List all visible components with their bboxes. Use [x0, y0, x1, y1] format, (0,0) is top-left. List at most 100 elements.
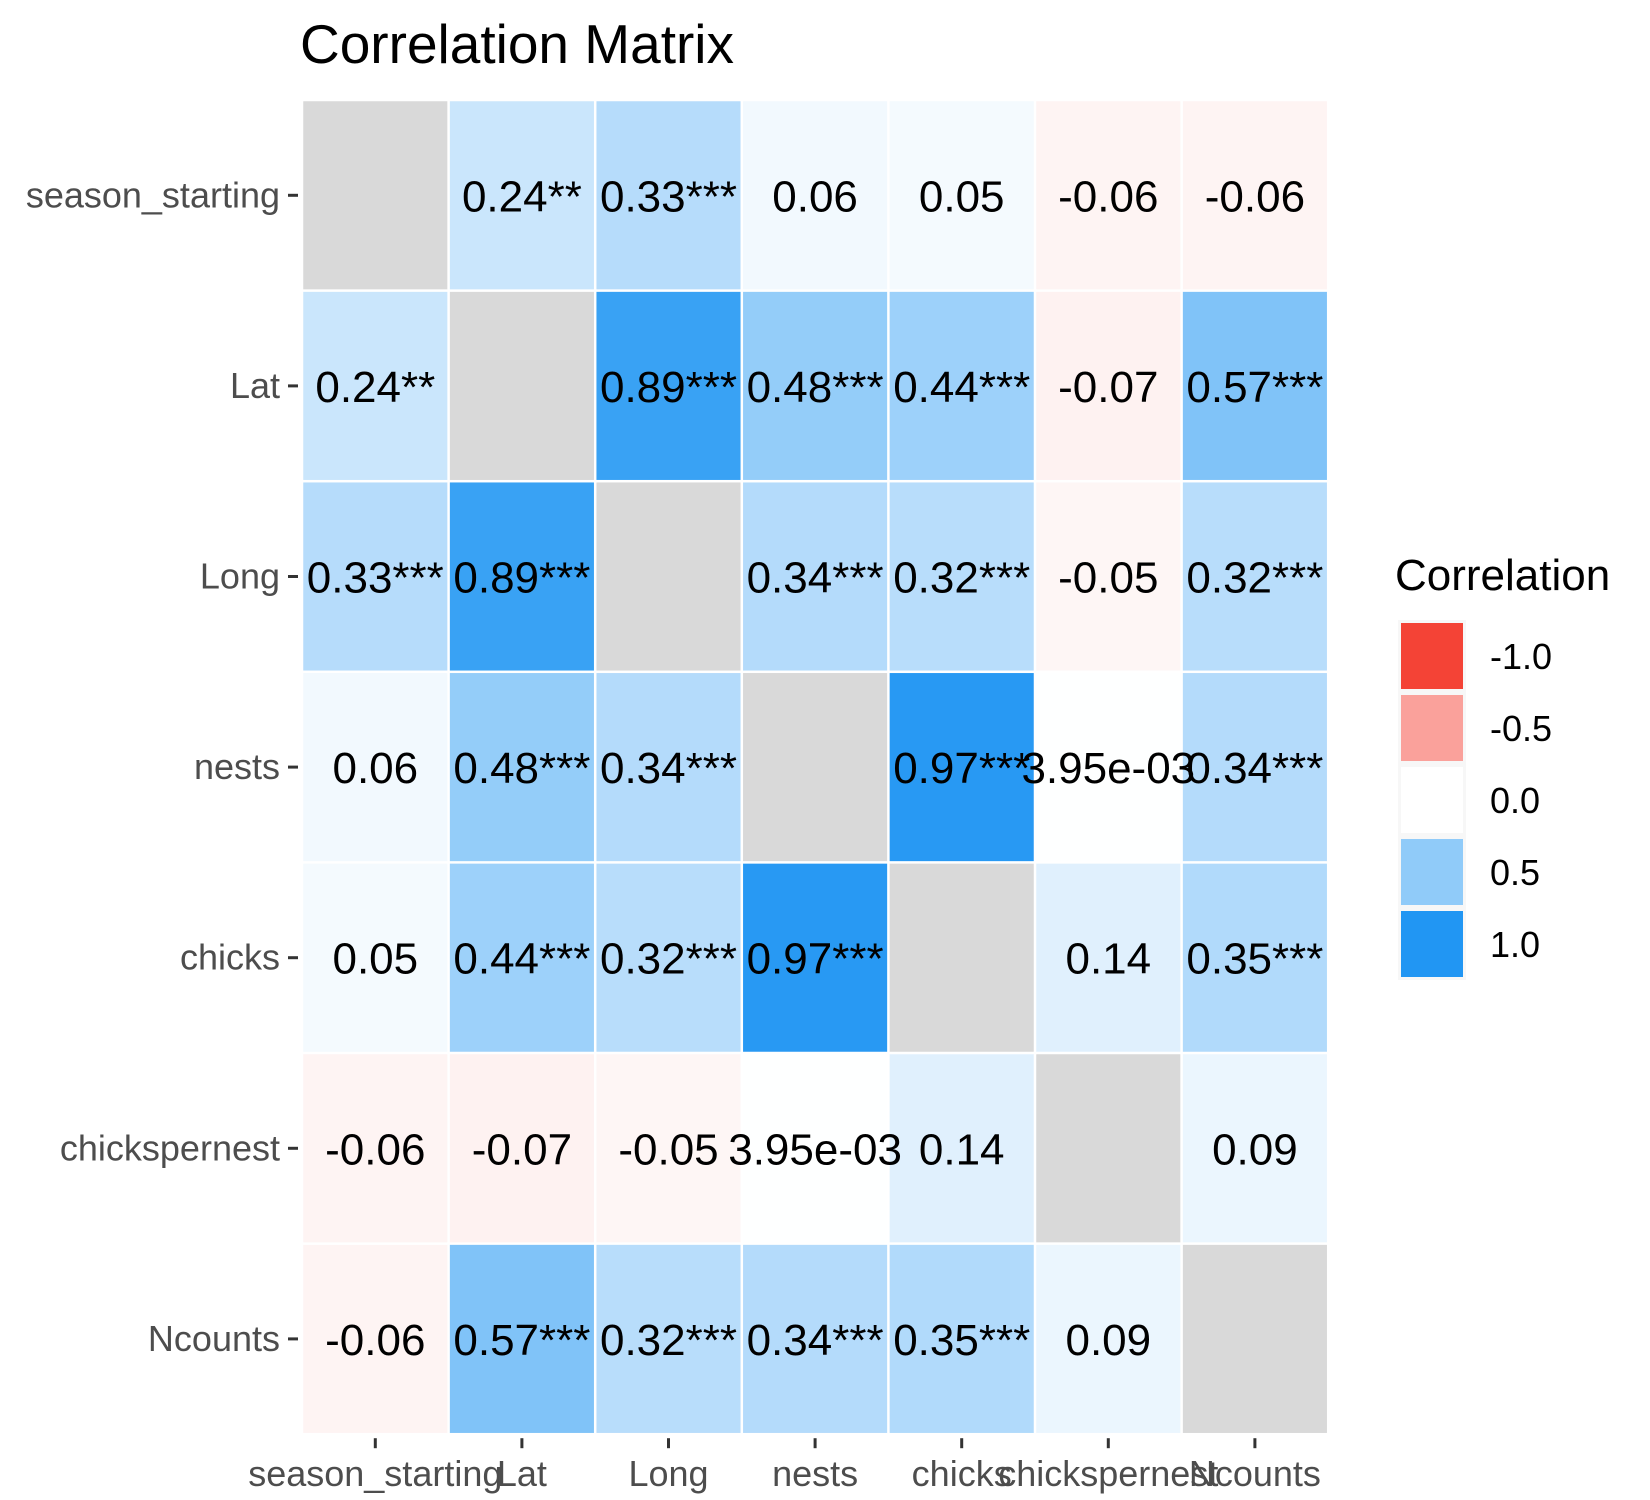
- cell-value-label: 0.32***: [1186, 554, 1323, 603]
- cell-value-label: 0.97***: [747, 935, 884, 984]
- cell-value-label: 0.32***: [893, 554, 1030, 603]
- legend-label: 0.5: [1490, 852, 1540, 893]
- legend-swatch: [1401, 839, 1463, 905]
- heatmap-cell: [1182, 1054, 1327, 1243]
- heatmap-cell: [1036, 1244, 1181, 1433]
- cell-value-label: 0.06: [332, 744, 418, 793]
- heatmap-cell: [1036, 863, 1181, 1052]
- cell-value-label: 0.14: [1065, 935, 1151, 984]
- heatmap-cell: [1182, 1244, 1327, 1433]
- cell-value-label: 0.57***: [453, 1316, 590, 1365]
- legend-swatch: [1401, 695, 1463, 761]
- cell-value-label: 0.32***: [600, 1316, 737, 1365]
- heatmap-cell: [889, 673, 1034, 862]
- heatmap-cell: [1182, 101, 1327, 290]
- cell-value-label: 0.24**: [462, 172, 582, 221]
- cell-value-label: -0.07: [1058, 363, 1158, 412]
- heatmap-cell: [449, 101, 594, 290]
- heatmap-cell: [1036, 673, 1181, 862]
- heatmap-cell: [449, 673, 594, 862]
- cell-value-label: 3.95e-03: [1021, 744, 1195, 793]
- heatmap-cell: [743, 291, 888, 480]
- heatmap-cell: [449, 1244, 594, 1433]
- cell-value-label: 0.35***: [1186, 935, 1323, 984]
- heatmap-cell: [743, 1244, 888, 1433]
- cell-value-label: 0.32***: [600, 935, 737, 984]
- cell-value-label: 0.14: [919, 1125, 1005, 1174]
- cell-value-label: 0.44***: [893, 363, 1030, 412]
- y-tick-label: nests: [194, 746, 280, 787]
- cell-value-label: 0.89***: [453, 554, 590, 603]
- heatmap-cell: [743, 1054, 888, 1243]
- x-tick-label: Ncounts: [1189, 1453, 1321, 1494]
- cell-value-label: -0.05: [1058, 554, 1158, 603]
- heatmap-cell: [743, 673, 888, 862]
- legend-label: -1.0: [1490, 636, 1552, 677]
- heatmap-cell: [1036, 482, 1181, 671]
- heatmap-cell: [596, 1244, 741, 1433]
- heatmap-cell: [596, 1054, 741, 1243]
- legend-swatch: [1401, 767, 1463, 833]
- heatmap-cell: [303, 863, 448, 1052]
- x-tick-label: season_starting: [248, 1453, 502, 1494]
- heatmap-cell: [303, 1054, 448, 1243]
- cell-value-label: 0.97***: [893, 744, 1030, 793]
- cell-value-label: 3.95e-03: [728, 1125, 902, 1174]
- x-tick-label: Lat: [497, 1453, 547, 1494]
- heatmap-cell: [1182, 863, 1327, 1052]
- cell-value-label: 0.34***: [747, 554, 884, 603]
- heatmap-cell: [449, 1054, 594, 1243]
- cell-value-label: 0.09: [1212, 1125, 1298, 1174]
- cell-value-label: -0.05: [618, 1125, 718, 1174]
- cell-value-label: 0.44***: [453, 935, 590, 984]
- heatmap-cell: [303, 673, 448, 862]
- heatmap-cell: [1182, 673, 1327, 862]
- heatmap-cell: [743, 101, 888, 290]
- cell-value-label: 0.57***: [1186, 363, 1323, 412]
- heatmap-cell: [303, 1244, 448, 1433]
- heatmap-cell: [449, 291, 594, 480]
- cell-value-label: 0.34***: [1186, 744, 1323, 793]
- heatmap-cell: [889, 482, 1034, 671]
- heatmap-cell: [1182, 482, 1327, 671]
- cell-value-label: 0.06: [772, 172, 858, 221]
- cell-value-labels: 0.24** 0.33*** 0.06 0.05 -0.06 -0.06 0.24** 0.8…: [307, 172, 1324, 1365]
- y-tick-label: chickspernest: [60, 1127, 280, 1168]
- heatmap-cell: [1036, 101, 1181, 290]
- heatmap-cell: [596, 863, 741, 1052]
- cell-value-label: 0.89***: [600, 363, 737, 412]
- cell-value-label: -0.06: [1205, 172, 1305, 221]
- heatmap-cell: [449, 482, 594, 671]
- legend-label: -0.5: [1490, 708, 1552, 749]
- legend-swatch: [1401, 911, 1463, 977]
- heatmap-cell: [303, 482, 448, 671]
- y-tick-label: Lat: [230, 365, 280, 406]
- y-tick-label: Ncounts: [148, 1318, 280, 1359]
- heatmap-cell: [596, 673, 741, 862]
- cell-value-label: 0.48***: [453, 744, 590, 793]
- heatmap-cell: [889, 291, 1034, 480]
- x-tick-label: chickspernest: [998, 1453, 1218, 1494]
- legend-swatch: [1401, 623, 1463, 689]
- cell-value-label: 0.35***: [893, 1316, 1030, 1365]
- y-axis: season_starting Lat Long nests chicks chicksp…: [26, 174, 298, 1359]
- heatmap-cell: [303, 101, 448, 290]
- cell-value-label: 0.34***: [600, 744, 737, 793]
- legend-title: Correlation: [1395, 551, 1610, 600]
- heatmap-cell: [743, 863, 888, 1052]
- heatmap-cell: [303, 291, 448, 480]
- heatmap-cell: [889, 863, 1034, 1052]
- heatmap-cell: [1036, 1054, 1181, 1243]
- heatmap-cells: [303, 101, 1327, 1433]
- heatmap-cell: [596, 101, 741, 290]
- x-tick-label: nests: [772, 1453, 858, 1494]
- cell-value-label: -0.07: [472, 1125, 572, 1174]
- legend: Correlation -1.0 -0.5 0.0 0.5 1.0: [1395, 551, 1610, 980]
- cell-value-label: 0.05: [919, 172, 1005, 221]
- heatmap-cell: [596, 482, 741, 671]
- cell-value-label: 0.33***: [600, 172, 737, 221]
- cell-value-label: 0.09: [1065, 1316, 1151, 1365]
- legend-label: 0.0: [1490, 780, 1540, 821]
